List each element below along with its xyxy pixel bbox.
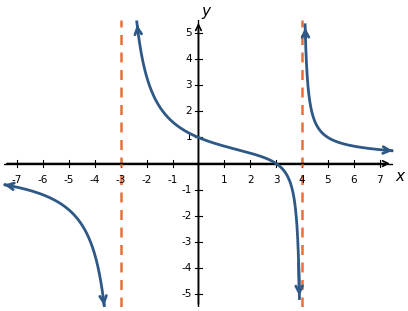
Text: -4: -4: [90, 175, 100, 185]
Text: -2: -2: [182, 211, 192, 220]
Text: -4: -4: [182, 263, 192, 273]
Text: 1: 1: [185, 132, 192, 142]
Text: -3: -3: [115, 175, 126, 185]
Text: 4: 4: [299, 175, 305, 185]
Text: 3: 3: [273, 175, 279, 185]
Text: 7: 7: [377, 175, 383, 185]
Text: y: y: [202, 4, 211, 19]
Text: -3: -3: [182, 237, 192, 247]
Text: 5: 5: [325, 175, 331, 185]
Text: 5: 5: [185, 28, 192, 38]
Text: -5: -5: [64, 175, 74, 185]
Text: -7: -7: [12, 175, 22, 185]
Text: 1: 1: [221, 175, 228, 185]
Text: 2: 2: [185, 106, 192, 116]
Text: -1: -1: [167, 175, 178, 185]
Text: x: x: [395, 169, 404, 184]
Text: -1: -1: [182, 185, 192, 195]
Text: -2: -2: [142, 175, 152, 185]
Text: 4: 4: [185, 54, 192, 64]
Text: 2: 2: [247, 175, 253, 185]
Text: 6: 6: [350, 175, 357, 185]
Text: -6: -6: [38, 175, 48, 185]
Text: 3: 3: [185, 80, 192, 91]
Text: -5: -5: [182, 289, 192, 299]
